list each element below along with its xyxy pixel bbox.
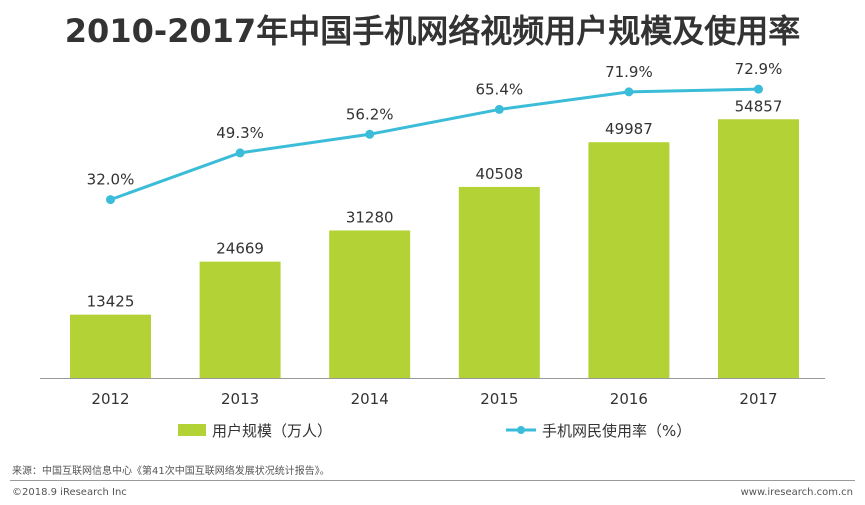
rate-value-label: 32.0% [87, 171, 135, 189]
bar-value-label: 31280 [346, 208, 394, 226]
x-tick-label: 2015 [480, 390, 518, 408]
x-tick-label: 2012 [91, 390, 129, 408]
x-tick-label: 2017 [739, 390, 777, 408]
bar-2016 [588, 142, 670, 378]
copyright-text: ©2018.9 iResearch Inc [12, 487, 127, 498]
footer-divider [10, 480, 855, 481]
rate-point-2016 [624, 87, 634, 97]
bar-2013 [199, 261, 281, 378]
bar-value-label: 40508 [475, 165, 523, 183]
bar-2014 [329, 230, 411, 378]
source-note: 来源：中国互联网信息中心《第41次中国互联网络发展状况统计报告》。 [12, 466, 330, 477]
rate-value-label: 65.4% [475, 80, 523, 98]
rate-value-label: 56.2% [346, 105, 394, 123]
chart-title: 2010-2017年中国手机网络视频用户规模及使用率 [64, 12, 801, 50]
bar-2015 [458, 186, 540, 378]
rate-point-2015 [494, 104, 504, 114]
bar-2017 [718, 119, 799, 379]
legend-line-label: 手机网民使用率（%） [542, 422, 691, 440]
chart: 2012 2013 2014 2015 2016 2017 13425 24669 31280… [40, 60, 825, 440]
rate-value-label: 49.3% [216, 124, 264, 142]
rate-line [109, 87, 759, 202]
x-tick-label: 2013 [221, 390, 259, 408]
rate-point-2013 [235, 148, 245, 158]
legend-line-marker [517, 426, 525, 434]
legend-bar-label: 用户规模（万人） [212, 422, 332, 440]
bar-value-label: 54857 [735, 97, 783, 115]
x-tick-label: 2014 [351, 390, 389, 408]
bar-value-label: 49987 [605, 120, 653, 138]
legend-bar-swatch [178, 424, 206, 436]
rate-point-2012 [106, 195, 115, 205]
bar-value-label: 13425 [87, 293, 135, 311]
x-tick-label: 2016 [610, 390, 648, 408]
rate-value-label: 72.9% [735, 60, 783, 78]
website-text: www.iresearch.com.cn [740, 487, 853, 498]
rate-point-2014 [365, 129, 375, 139]
bar-value-label: 24669 [216, 240, 264, 258]
bar-2012 [70, 314, 151, 378]
rate-point-2017 [754, 84, 763, 94]
rate-value-label: 71.9% [605, 63, 653, 81]
